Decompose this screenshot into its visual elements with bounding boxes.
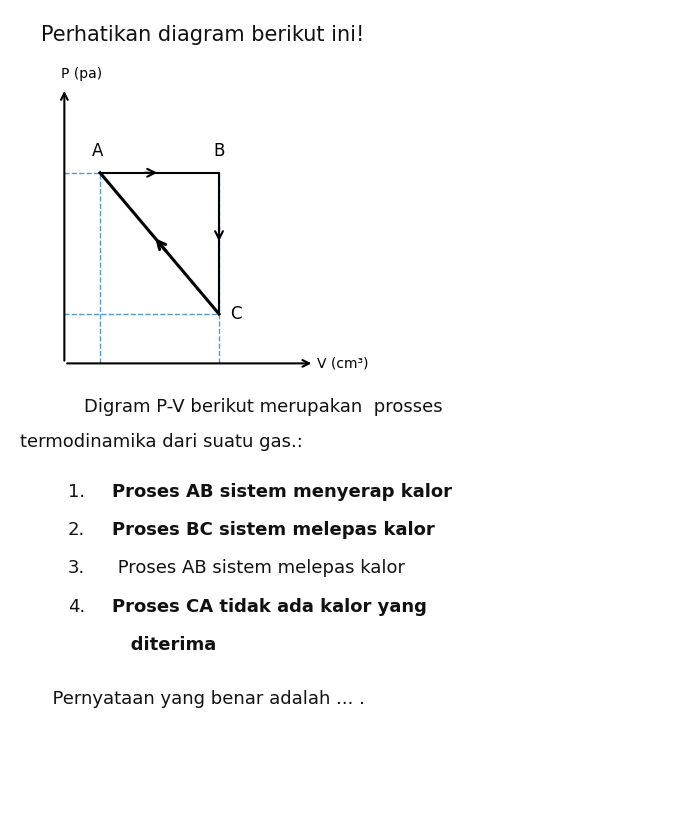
Text: B: B	[214, 142, 224, 160]
Text: 4.: 4.	[68, 598, 85, 615]
Text: C: C	[230, 305, 241, 323]
Text: Perhatikan diagram berikut ini!: Perhatikan diagram berikut ini!	[41, 25, 364, 45]
Text: Proses AB sistem melepas kalor: Proses AB sistem melepas kalor	[112, 559, 404, 578]
Text: Proses AB sistem menyerap kalor: Proses AB sistem menyerap kalor	[112, 482, 452, 501]
Text: Proses CA tidak ada kalor yang: Proses CA tidak ada kalor yang	[112, 598, 427, 615]
Text: Proses BC sistem melepas kalor: Proses BC sistem melepas kalor	[112, 521, 434, 539]
Text: P (pa): P (pa)	[62, 67, 103, 81]
Text: 1.: 1.	[68, 482, 84, 501]
Text: A: A	[91, 142, 103, 160]
Text: diterima: diterima	[112, 636, 216, 654]
Text: termodinamika dari suatu gas.:: termodinamika dari suatu gas.:	[20, 433, 303, 451]
Text: 3.: 3.	[68, 559, 85, 578]
Text: Pernyataan yang benar adalah ... .: Pernyataan yang benar adalah ... .	[41, 690, 364, 708]
Text: V (cm³): V (cm³)	[317, 356, 368, 370]
Text: 2.: 2.	[68, 521, 85, 539]
Text: Digram P-V berikut merupakan  prosses: Digram P-V berikut merupakan prosses	[61, 398, 443, 416]
